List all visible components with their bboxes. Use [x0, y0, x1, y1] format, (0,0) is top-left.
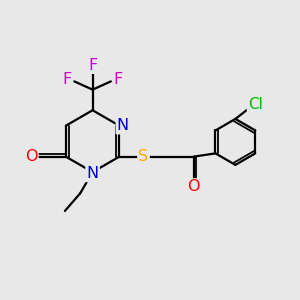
Text: N: N [86, 166, 99, 181]
Text: F: F [88, 58, 97, 73]
Text: N: N [117, 118, 129, 133]
Text: F: F [114, 72, 123, 87]
Text: O: O [187, 179, 200, 194]
Text: S: S [138, 149, 148, 164]
Text: F: F [62, 72, 72, 87]
Text: O: O [25, 149, 37, 164]
Text: Cl: Cl [248, 97, 263, 112]
